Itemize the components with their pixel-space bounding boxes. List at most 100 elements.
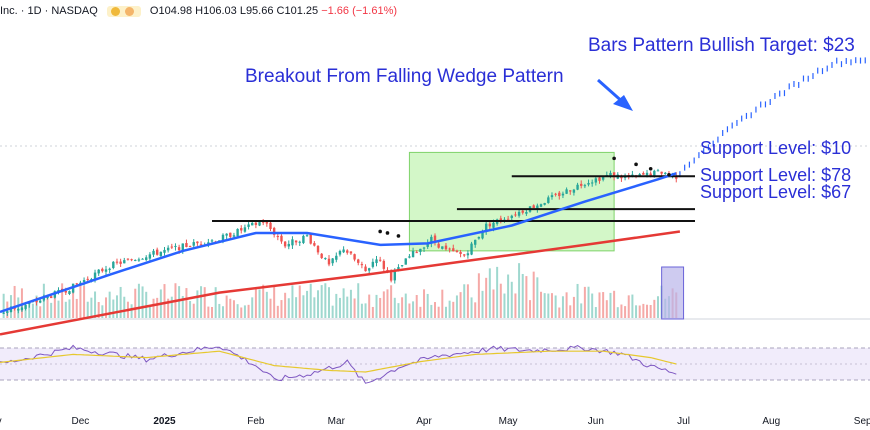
candle-body (305, 235, 309, 237)
candle-body (492, 222, 495, 228)
volume-bar (119, 286, 122, 318)
volume-bar (130, 304, 133, 318)
candle-body (46, 296, 49, 299)
x-axis-label: Nov (0, 416, 2, 427)
volume-bar (134, 288, 137, 318)
candle-body (547, 197, 550, 203)
candle-body (474, 239, 477, 245)
volume-bar (313, 297, 316, 318)
volume-bar (324, 283, 327, 318)
candle-body (185, 243, 188, 247)
volume-bar (448, 300, 451, 318)
candle-body (261, 221, 265, 223)
candle-body (346, 250, 349, 253)
volume-bar (452, 301, 455, 318)
volume-bar (112, 299, 115, 318)
candle-body (404, 258, 407, 265)
candle-body (112, 261, 115, 268)
candle-body (6, 311, 9, 313)
candle-body (302, 235, 305, 243)
volume-bar (616, 307, 619, 318)
candle-body (170, 246, 174, 248)
volume-bar (170, 296, 173, 318)
candle-body (488, 223, 492, 227)
volume-bar (75, 298, 78, 318)
candle-body (558, 192, 561, 197)
volume-bar (569, 305, 572, 318)
volume-bar (430, 304, 433, 318)
candle-body (349, 251, 353, 254)
candle-body (148, 254, 152, 259)
candle-body (433, 235, 437, 243)
candle-body (371, 261, 375, 267)
candle-body (35, 299, 38, 303)
volume-bar (57, 300, 60, 318)
bars-target-annotation: Bars Pattern Bullish Target: $23 (588, 35, 855, 56)
volume-bar (105, 297, 108, 318)
candle-body (152, 250, 155, 255)
candle-body (251, 222, 254, 226)
candle-body (426, 242, 429, 247)
volume-bar (631, 294, 634, 318)
candle-body (660, 171, 663, 174)
candle-body (463, 254, 466, 256)
volume-bar (624, 306, 627, 318)
x-axis-label: Aug (762, 416, 780, 427)
candle-body (294, 240, 298, 243)
volume-bar (492, 289, 495, 318)
breakout-annotation: Breakout From Falling Wedge Pattern (245, 66, 564, 87)
volume-bar (280, 300, 283, 318)
volume-bar (64, 301, 67, 318)
volume-bar (240, 307, 243, 318)
candle-body (375, 259, 378, 264)
volume-bar (404, 293, 407, 318)
volume-bar (532, 271, 535, 318)
volume-bar (178, 286, 181, 318)
candle-body (653, 170, 656, 178)
volume-bar (481, 290, 484, 318)
candle-body (368, 268, 371, 271)
candle-body (9, 308, 13, 313)
candle-body (130, 259, 133, 261)
candle-body (240, 228, 243, 231)
candle-body (283, 241, 287, 247)
x-axis-label: Jun (588, 416, 604, 427)
volume-bar (221, 306, 224, 318)
candle-body (82, 280, 86, 283)
candle-body (521, 210, 524, 213)
volume-bar (269, 298, 272, 318)
ma200-line (0, 230, 681, 336)
candle-body (645, 172, 649, 176)
volume-bar (572, 296, 575, 318)
volume-bar (488, 268, 491, 318)
volume-bar (426, 293, 429, 318)
candle-body (17, 308, 20, 311)
volume-bar (346, 296, 349, 318)
volume-bar (386, 289, 389, 318)
volume-bar (525, 276, 528, 318)
volume-bar (276, 305, 279, 318)
status-pill (106, 5, 141, 17)
volume-bar (518, 263, 521, 318)
volume-bar (265, 291, 268, 318)
candle-body (276, 236, 280, 238)
volume-bar (459, 292, 462, 318)
candle-body (342, 249, 345, 253)
volume-bar (123, 296, 126, 318)
volume-bar (327, 287, 330, 318)
candle-body (232, 235, 236, 237)
candle-body (466, 253, 470, 256)
volume-bar (145, 291, 148, 318)
candle-body (335, 255, 338, 260)
volume-bar (295, 297, 298, 318)
candle-body (254, 222, 258, 225)
candle-body (517, 211, 521, 216)
candle-body (126, 258, 130, 260)
volume-bar (536, 277, 539, 318)
volume-bar (97, 302, 100, 318)
volume-bar (298, 285, 301, 318)
volume-bar (232, 300, 235, 318)
candle-body (411, 251, 415, 258)
volume-bar (521, 273, 524, 318)
